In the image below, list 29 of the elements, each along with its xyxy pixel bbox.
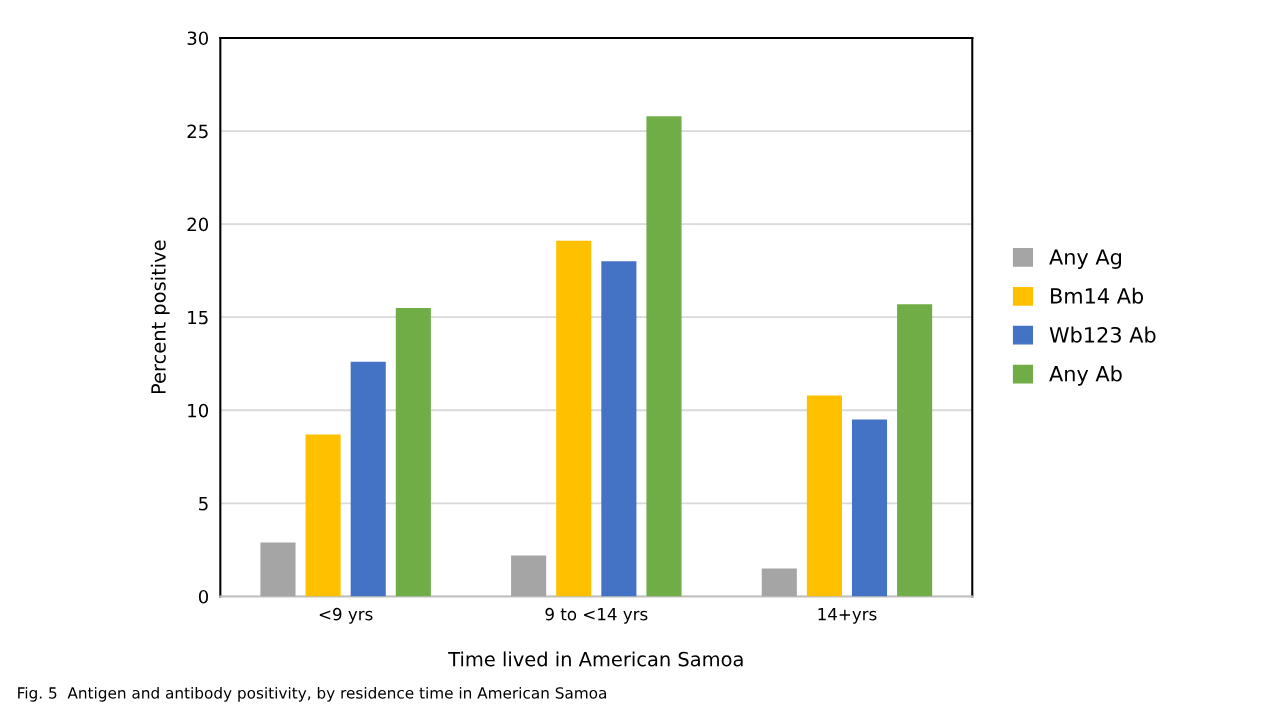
caption: Fig. 5 Antigen and antibody positivity, by residence time in American Samoa: [18, 686, 607, 702]
x-tick-label: <9 yrs: [319, 607, 373, 624]
y-tick-label: 25: [187, 124, 208, 139]
bar: [350, 361, 386, 597]
bar: [511, 555, 547, 597]
bar: [851, 419, 888, 597]
legend-label: Any Ag: [1049, 249, 1121, 269]
bar: [897, 304, 933, 597]
y-tick-label: 0: [198, 589, 209, 604]
legend-label: Wb123 Ab: [1049, 326, 1156, 343]
y-tick-label: 20: [187, 217, 209, 232]
y-tick-label: 5: [199, 497, 208, 511]
legend-label: Bm14 Ab: [1051, 287, 1144, 304]
y-tick-label: 30: [187, 31, 209, 46]
bar: [556, 240, 592, 597]
x-tick-label: 14+yrs: [818, 608, 877, 624]
bar: [761, 568, 797, 597]
y-tick-label: 15: [188, 310, 208, 325]
legend-label: Any Ab: [1049, 365, 1122, 386]
x-axis-title: Time lived in American Samoa: [448, 651, 743, 667]
bar: [305, 434, 341, 597]
bar: [806, 395, 842, 597]
bar: [601, 261, 637, 597]
y-axis-title: Percent positive: [150, 240, 170, 394]
y-tick-label: 10: [188, 403, 209, 418]
bar: [260, 542, 296, 597]
bar: [395, 307, 431, 597]
x-tick-label: 9 to <14 yrs: [545, 607, 648, 624]
bar: [646, 116, 682, 597]
